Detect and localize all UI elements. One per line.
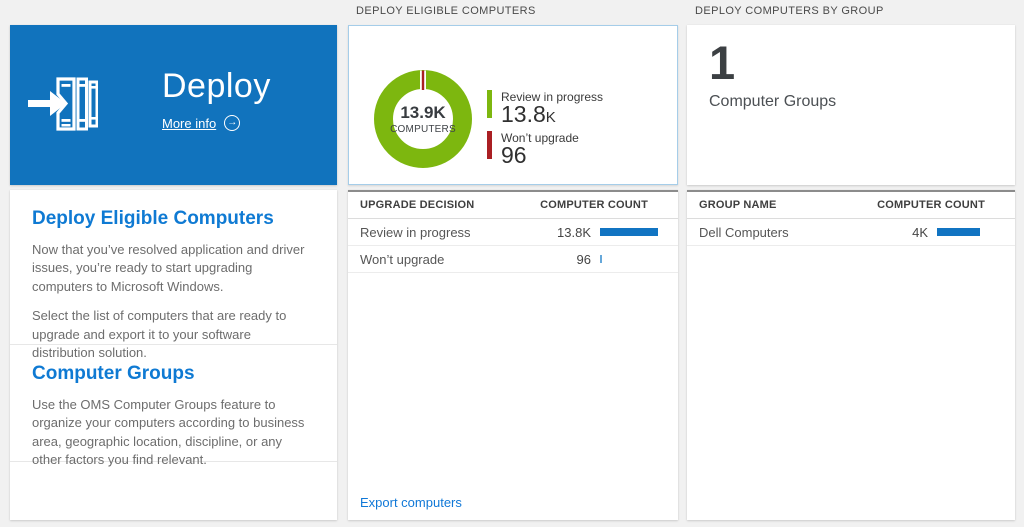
legend-value: 96 [501,142,527,168]
column-computer-count: COMPUTER COUNT [540,199,648,211]
row-bar [600,255,602,263]
group-table: GROUP NAME COMPUTER COUNT Dell Computers… [687,190,1015,520]
legend-item-review-in-progress: Review in progress 13.8K [487,90,603,128]
section-paragraph: Select the list of computers that are re… [32,308,287,361]
row-value: 96 [576,251,591,267]
info-panel: Deploy Eligible Computers Now that you’v… [10,190,337,520]
legend-swatch-red [487,131,492,159]
row-bar-track [600,228,666,236]
section-deploy-eligible-computers: Deploy Eligible Computers Now that you’v… [10,190,337,360]
row-bar [937,228,980,236]
more-info-label[interactable]: More info [162,115,217,131]
row-value: 4K [912,224,928,240]
table-row[interactable]: Won’t upgrade 96 [348,246,678,273]
row-bar-track [600,255,666,263]
legend-label: Review in progress [501,90,604,104]
donut-legend: Review in progress 13.8K Won’t upgrade 9… [487,90,603,169]
circle-right-arrow-icon[interactable]: → [224,115,241,131]
group-count: 1 [709,36,736,89]
section-paragraph: Use the OMS Computer Groups feature to o… [32,397,305,468]
column-upgrade-decision: UPGRADE DECISION [360,199,475,211]
donut-center-label: COMPUTERS [390,124,456,135]
row-bar [600,228,658,236]
row-label: Dell Computers [699,224,789,240]
deploy-tile: Deploy More info → [10,25,337,185]
section-paragraph: Now that you’ve resolved application and… [32,242,305,294]
eligible-computers-header: DEPLOY ELIGIBLE COMPUTERS [356,5,536,17]
computers-by-group-column: DEPLOY COMPUTERS BY GROUP 1 Computer Gro… [687,0,1015,520]
legend-item-wont-upgrade: Won’t upgrade 96 [487,131,603,169]
section-heading: Computer Groups [32,363,195,384]
row-value: 13.8K [557,224,591,240]
computers-by-group-header: DEPLOY COMPUTERS BY GROUP [695,5,884,17]
legend-swatch-green [487,90,492,118]
donut-rings [374,70,472,168]
donut-center: 13.9K COMPUTERS [374,70,472,168]
eligible-computers-chart-card[interactable]: 13.9K COMPUTERS Review in progress 13.8K… [348,25,678,185]
computers-donut-chart[interactable]: 13.9K COMPUTERS [374,70,472,168]
section-computer-groups: Computer Groups Use the OMS Computer Gro… [10,345,337,467]
donut-center-value: 13.9K [400,103,446,122]
export-computers-link[interactable]: Export computers [360,495,462,510]
eligible-computers-column: DEPLOY ELIGIBLE COMPUTERS 13.9K COMPUTER… [348,0,678,520]
column-computer-count: COMPUTER COUNT [877,199,985,211]
table-header: UPGRADE DECISION COMPUTER COUNT [348,192,678,219]
row-bar-track [937,228,1003,236]
upgrade-decision-table: UPGRADE DECISION COMPUTER COUNT Review i… [348,190,678,520]
row-label: Won’t upgrade [360,251,445,267]
tile-title: Deploy [162,67,271,105]
table-row[interactable]: Dell Computers 4K [687,219,1015,246]
more-info-link[interactable]: More info → [162,115,271,131]
column-group-name: GROUP NAME [699,199,777,211]
row-label: Review in progress [360,224,471,240]
section-heading: Deploy Eligible Computers [32,208,274,229]
group-count-label: Computer Groups [709,92,837,110]
computer-groups-summary-card[interactable]: 1 Computer Groups [687,25,1015,185]
table-row[interactable]: Review in progress 13.8K [348,219,678,246]
legend-value: 13.8K [501,101,556,127]
deploy-icon [28,77,98,131]
legend-label: Won’t upgrade [501,131,579,145]
deploy-column: Deploy More info → Deploy Eligible Compu… [10,0,337,520]
table-header: GROUP NAME COMPUTER COUNT [687,192,1015,219]
